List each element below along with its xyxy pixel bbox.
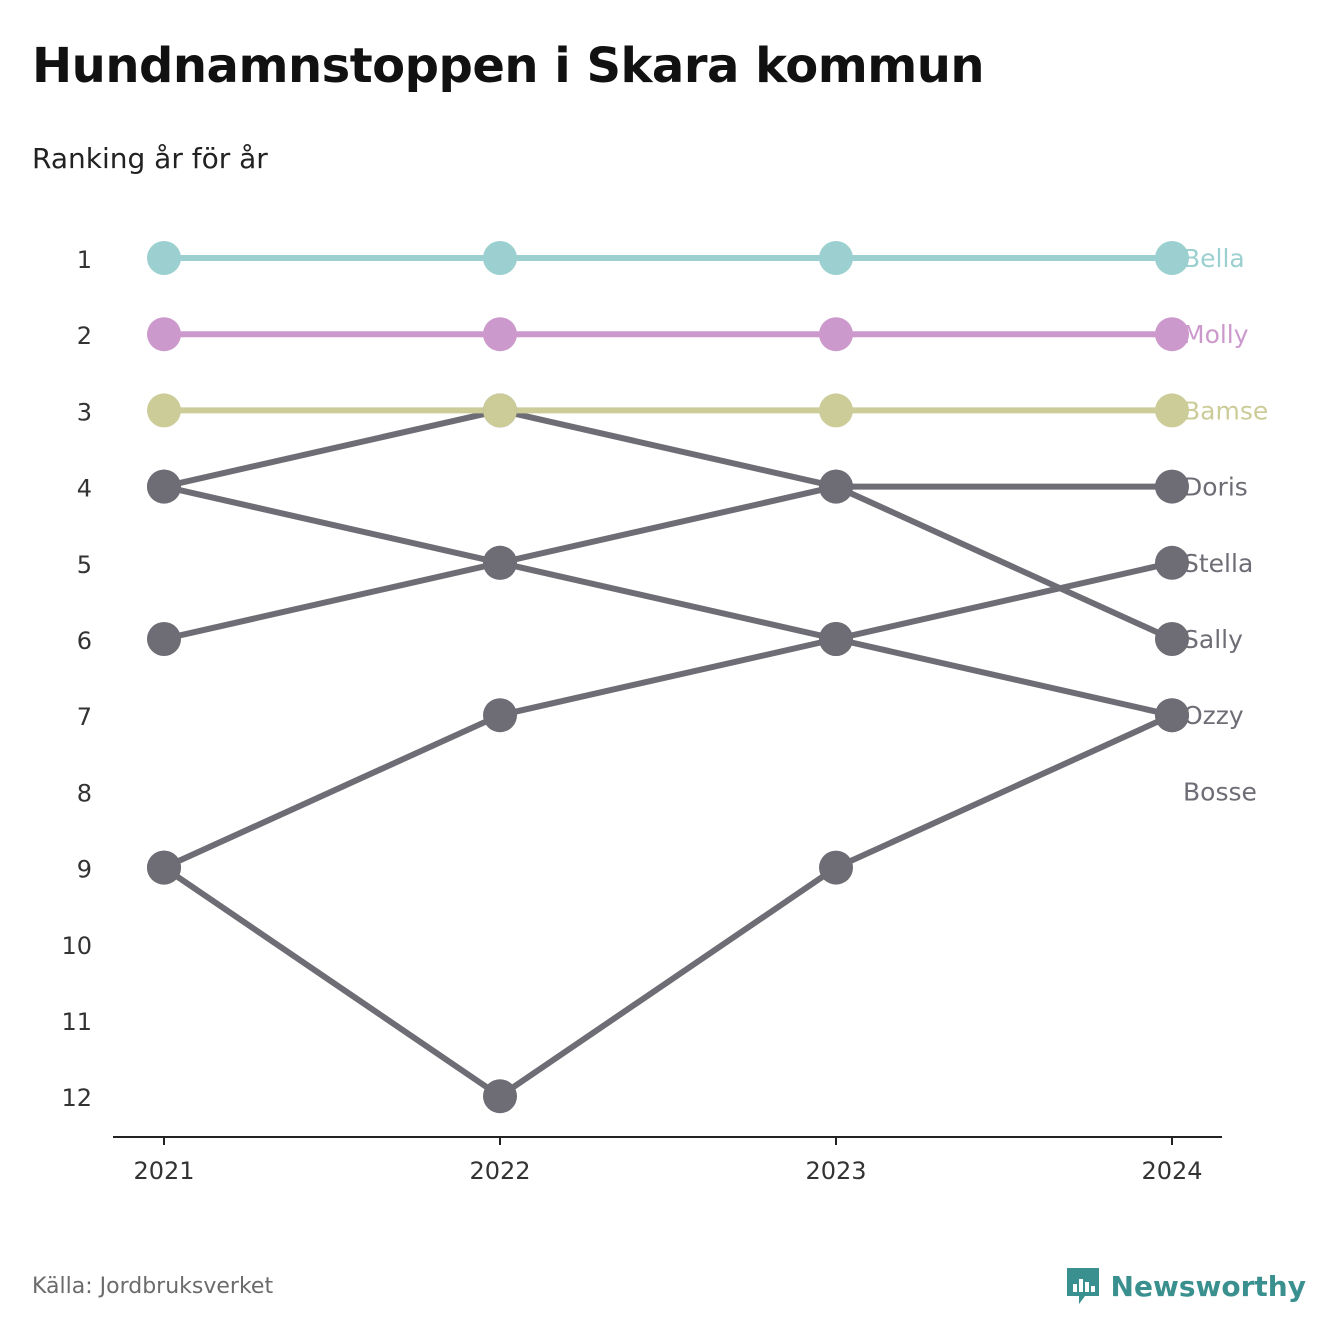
- series-point-bella: [147, 241, 181, 275]
- y-tick-label: 7: [77, 703, 92, 731]
- series-point-bosse: [147, 850, 181, 885]
- newsworthy-logo-icon: [1066, 1268, 1099, 1304]
- series-point-stella: [483, 698, 517, 733]
- y-tick-label: 3: [77, 398, 92, 426]
- x-tick-label: 2024: [1141, 1157, 1202, 1185]
- y-tick-label: 2: [77, 322, 92, 350]
- end-label-ozzy: Ozzy: [1183, 701, 1244, 730]
- series-point-bella: [483, 241, 517, 275]
- series-point-bella: [819, 241, 853, 275]
- series-point-ozzy: [147, 469, 181, 504]
- series-point-stella: [1155, 545, 1189, 580]
- y-tick-label: 1: [77, 246, 92, 274]
- series-point-molly: [483, 317, 517, 352]
- end-label-sally: Sally: [1183, 625, 1243, 654]
- y-tick-label: 11: [61, 1008, 92, 1036]
- y-tick-label: 6: [77, 627, 92, 655]
- y-tick-label: 4: [77, 475, 92, 503]
- series-line-stella: [161, 559, 1175, 871]
- series-point-bosse: [483, 1079, 517, 1114]
- series-point-sally: [819, 469, 853, 504]
- end-label-molly: Molly: [1183, 320, 1249, 349]
- series-point-bosse: [1155, 698, 1189, 733]
- y-tick-label: 9: [77, 856, 92, 884]
- series-point-bosse: [819, 850, 853, 885]
- y-tick-label: 12: [61, 1084, 92, 1112]
- x-tick-label: 2023: [805, 1157, 866, 1185]
- series-point-bamse: [819, 393, 853, 428]
- y-tick-label: 5: [77, 551, 92, 579]
- series-point-doris: [147, 622, 181, 656]
- series-line-doris: [161, 483, 1175, 642]
- end-label-bamse: Bamse: [1183, 396, 1268, 425]
- series-point-bamse: [147, 393, 181, 428]
- series-point-molly: [147, 317, 181, 352]
- chart-title: Hundnamnstoppen i Skara kommun: [32, 38, 985, 94]
- series-point-bamse: [1155, 393, 1189, 428]
- series-point-bella: [1155, 241, 1189, 275]
- x-tick-label: 2022: [469, 1157, 530, 1185]
- y-tick-label: 8: [77, 779, 92, 807]
- series-line-sally: [161, 407, 1175, 642]
- end-label-bella: Bella: [1183, 244, 1245, 273]
- series-point-molly: [1155, 317, 1189, 352]
- series-point-bamse: [483, 393, 517, 428]
- source-note: Källa: Jordbruksverket: [32, 1274, 274, 1299]
- series-point-sally: [1155, 622, 1189, 656]
- x-tick-label: 2021: [133, 1157, 194, 1185]
- series-point-doris: [1155, 469, 1189, 504]
- end-label-doris: Doris: [1183, 473, 1248, 502]
- y-tick-label: 10: [61, 932, 92, 960]
- series-line-ozzy: [161, 483, 1175, 719]
- brand[interactable]: Newsworthy: [1065, 1266, 1306, 1306]
- series-point-ozzy: [483, 545, 517, 580]
- brand-name: Newsworthy: [1110, 1269, 1306, 1303]
- end-label-stella: Stella: [1183, 549, 1253, 578]
- chart-subtitle: Ranking år för år: [32, 142, 268, 175]
- series-line-bosse: [161, 712, 1175, 1100]
- end-label-bosse: Bosse: [1183, 777, 1257, 806]
- series-point-ozzy: [819, 622, 853, 656]
- series-point-molly: [819, 317, 853, 352]
